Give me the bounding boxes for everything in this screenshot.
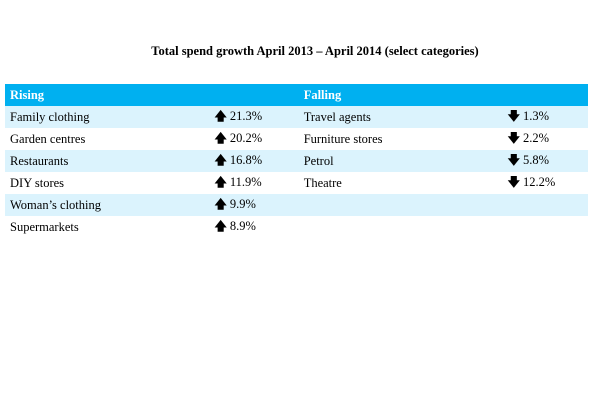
arrow-down-icon: 🡇 [507,108,520,123]
falling-value-cell: 🡇 5.8% [502,150,588,172]
arrow-down-icon: 🡇 [507,174,520,189]
arrow-up-icon: 🡅 [214,152,227,167]
arrow-up-icon: 🡅 [214,218,227,233]
rising-label: Woman’s clothing [5,194,210,216]
header-spacer [209,84,299,106]
arrow-up-icon: 🡅 [214,130,227,145]
empty-cell [502,216,588,238]
rising-label: Family clothing [5,106,210,128]
falling-header: Falling [298,84,503,106]
falling-value-cell: 🡇 1.3% [502,106,588,128]
rising-value: 9.9% [229,196,256,211]
empty-cell [298,194,503,216]
falling-value: 12.2% [522,174,556,189]
table-row: Restaurants 🡅 16.8% Petrol 🡇 5.8% [5,150,588,172]
falling-label: Theatre [298,172,503,194]
rising-value: 20.2% [229,130,263,145]
rising-value-cell: 🡅 21.3% [209,106,299,128]
table-row: Family clothing 🡅 21.3% Travel agents 🡇 1.… [5,106,588,128]
rising-value-cell: 🡅 11.9% [209,172,299,194]
falling-value: 1.3% [522,108,550,123]
arrow-up-icon: 🡅 [214,174,227,189]
table-row: Woman’s clothing 🡅 9.9% [5,194,588,216]
falling-value: 2.2% [522,130,550,145]
falling-label: Furniture stores [298,128,503,150]
rising-value-cell: 🡅 9.9% [209,194,299,216]
rising-label: Restaurants [5,150,210,172]
rising-value: 21.3% [229,108,263,123]
arrow-up-icon: 🡅 [214,196,227,211]
arrow-up-icon: 🡅 [214,108,227,123]
falling-label: Petrol [298,150,503,172]
rising-value-cell: 🡅 8.9% [209,216,299,238]
rising-value-cell: 🡅 16.8% [209,150,299,172]
rising-label: DIY stores [5,172,210,194]
rising-header: Rising [5,84,210,106]
table-row: Garden centres 🡅 20.2% Furniture stores 🡇… [5,128,588,150]
arrow-down-icon: 🡇 [507,130,520,145]
rising-label: Garden centres [5,128,210,150]
rising-value: 8.9% [229,218,256,233]
empty-cell [502,194,588,216]
rising-label: Supermarkets [5,216,210,238]
falling-value-cell: 🡇 12.2% [502,172,588,194]
table-row: DIY stores 🡅 11.9% Theatre 🡇 12.2% [5,172,588,194]
page-title: Total spend growth April 2013 – April 20… [151,44,479,58]
falling-value: 5.8% [522,152,550,167]
falling-label: Travel agents [298,106,503,128]
falling-value-cell: 🡇 2.2% [502,128,588,150]
table-header-row: Rising Falling [5,84,588,106]
table-row: Supermarkets 🡅 8.9% [5,216,588,238]
rising-value: 11.9% [229,174,262,189]
rising-value: 16.8% [229,152,263,167]
header-spacer [502,84,588,106]
empty-cell [298,216,503,238]
arrow-down-icon: 🡇 [507,152,520,167]
rising-value-cell: 🡅 20.2% [209,128,299,150]
spend-growth-table: Rising Falling Family clothing 🡅 21.3% Tr… [5,84,588,238]
